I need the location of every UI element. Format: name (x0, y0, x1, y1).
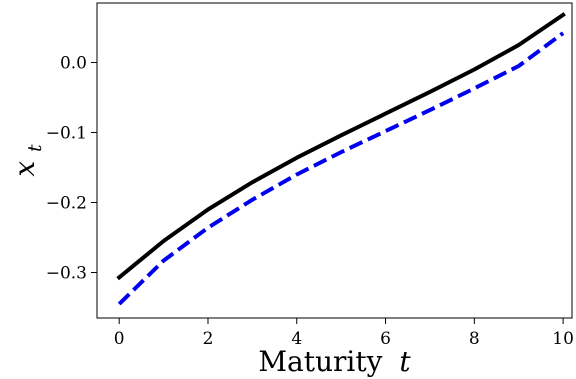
y-tick-label: 0.0 (60, 54, 87, 74)
series-line-dashed (117, 31, 565, 306)
y-axis-label-variable: x (8, 161, 41, 177)
x-axis-label-text: Maturity (258, 345, 382, 378)
y-axis-label: x t (8, 144, 46, 177)
x-tick-label: 0 (114, 329, 125, 349)
x-tick-label: 10 (552, 329, 574, 349)
y-axis-ticks: −0.3 −0.2 −0.1 0.0 (46, 54, 97, 284)
series-layer (116, 12, 566, 306)
x-axis-ticks: 0 2 4 6 8 10 (114, 318, 574, 349)
x-axis-label: Maturity t (258, 345, 411, 378)
y-axis-label-subscript: t (24, 144, 46, 152)
x-tick-label: 6 (380, 329, 391, 349)
x-tick-label: 2 (203, 329, 214, 349)
x-axis-label-variable: t (399, 345, 411, 378)
series-line-solid (116, 12, 566, 281)
plot-frame (96, 2, 573, 319)
x-tick-label: 8 (469, 329, 480, 349)
y-tick-label: −0.3 (46, 264, 87, 284)
y-tick-label: −0.2 (46, 194, 87, 214)
y-tick-label: −0.1 (46, 124, 87, 144)
x-tick-label: 4 (291, 329, 302, 349)
